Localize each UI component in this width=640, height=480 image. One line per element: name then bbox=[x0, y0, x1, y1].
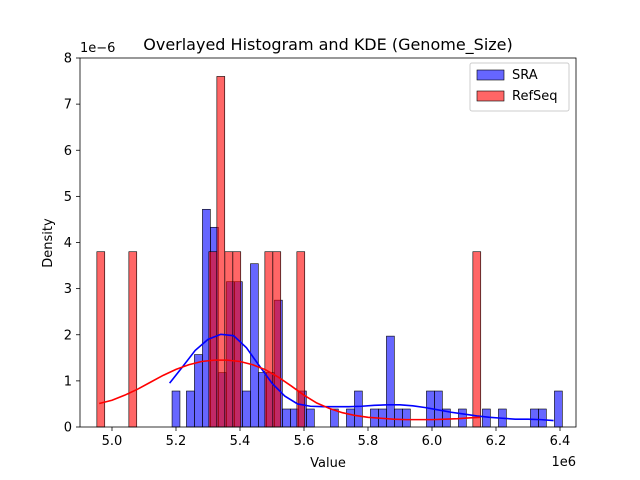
y-tick-label: 5 bbox=[64, 190, 72, 205]
histogram-bar-sra bbox=[354, 390, 363, 428]
x-tick-label: 6.4 bbox=[550, 434, 571, 449]
histogram-bar-refseq bbox=[96, 251, 106, 428]
legend-swatch-refseq bbox=[476, 90, 505, 102]
legend: SRA RefSeq bbox=[469, 62, 570, 112]
histogram-bar-sra bbox=[402, 408, 411, 428]
y-tick-label: 7 bbox=[64, 98, 72, 113]
chart-title: Overlayed Histogram and KDE (Genome_Size… bbox=[143, 35, 513, 55]
kde-line-sra bbox=[168, 333, 554, 422]
histogram-bar-refseq bbox=[128, 251, 138, 428]
histogram-bar-refseq bbox=[216, 76, 226, 428]
histogram-bar-sra bbox=[394, 408, 403, 428]
y-tick-label: 6 bbox=[64, 144, 72, 159]
legend-label-refseq: RefSeq bbox=[512, 89, 558, 104]
x-tick-label: 6.2 bbox=[486, 434, 507, 449]
histogram-bar-sra bbox=[554, 390, 563, 428]
x-axis-label: Value bbox=[310, 456, 346, 471]
histogram-bar-sra bbox=[194, 354, 203, 428]
histogram-bar-sra bbox=[186, 390, 195, 428]
histogram-bar-sra bbox=[250, 263, 259, 428]
histogram-bar-sra bbox=[282, 408, 291, 428]
histogram-bar-refseq bbox=[296, 251, 306, 428]
y-tick-label: 8 bbox=[64, 52, 72, 67]
histogram-bar-sra bbox=[538, 408, 547, 428]
y-offset-label: 1e−6 bbox=[80, 41, 115, 56]
plot-area: 5.0 5.2 5.4 5.6 5.8 6.0 6.2 6.4 0 1 2 3 4 5 6 7 8 bbox=[64, 52, 577, 449]
legend-swatch-sra bbox=[476, 69, 505, 81]
x-tick-label: 6.0 bbox=[422, 434, 443, 449]
histogram-bar-sra bbox=[306, 408, 315, 428]
histogram-bar-sra bbox=[346, 408, 355, 428]
y-axis-label: Density bbox=[41, 218, 56, 268]
x-tick-label: 5.2 bbox=[166, 434, 187, 449]
x-tick-label: 5.8 bbox=[358, 434, 379, 449]
histogram-bar-sra bbox=[530, 408, 539, 428]
histogram-bar-refseq bbox=[272, 251, 282, 428]
histogram-bar-sra bbox=[171, 390, 181, 428]
x-tick-label: 5.6 bbox=[294, 434, 315, 449]
x-tick-label: 5.0 bbox=[102, 434, 123, 449]
y-tick-label: 1 bbox=[64, 374, 72, 389]
legend-label-sra: SRA bbox=[512, 68, 538, 83]
y-tick-label: 0 bbox=[64, 421, 72, 436]
y-tick-label: 2 bbox=[64, 328, 72, 343]
histogram-bar-refseq bbox=[472, 251, 482, 428]
y-tick-label: 4 bbox=[64, 236, 72, 251]
x-tick-label: 5.4 bbox=[230, 434, 251, 449]
histogram-bar-sra bbox=[386, 335, 395, 428]
x-offset-label: 1e6 bbox=[551, 455, 576, 470]
kde-line-refseq bbox=[99, 359, 481, 421]
histogram-bar-refseq bbox=[264, 251, 274, 428]
histogram-bar-sra bbox=[242, 390, 251, 428]
histogram-bar-refseq bbox=[224, 251, 234, 428]
y-tick-label: 3 bbox=[64, 282, 72, 297]
